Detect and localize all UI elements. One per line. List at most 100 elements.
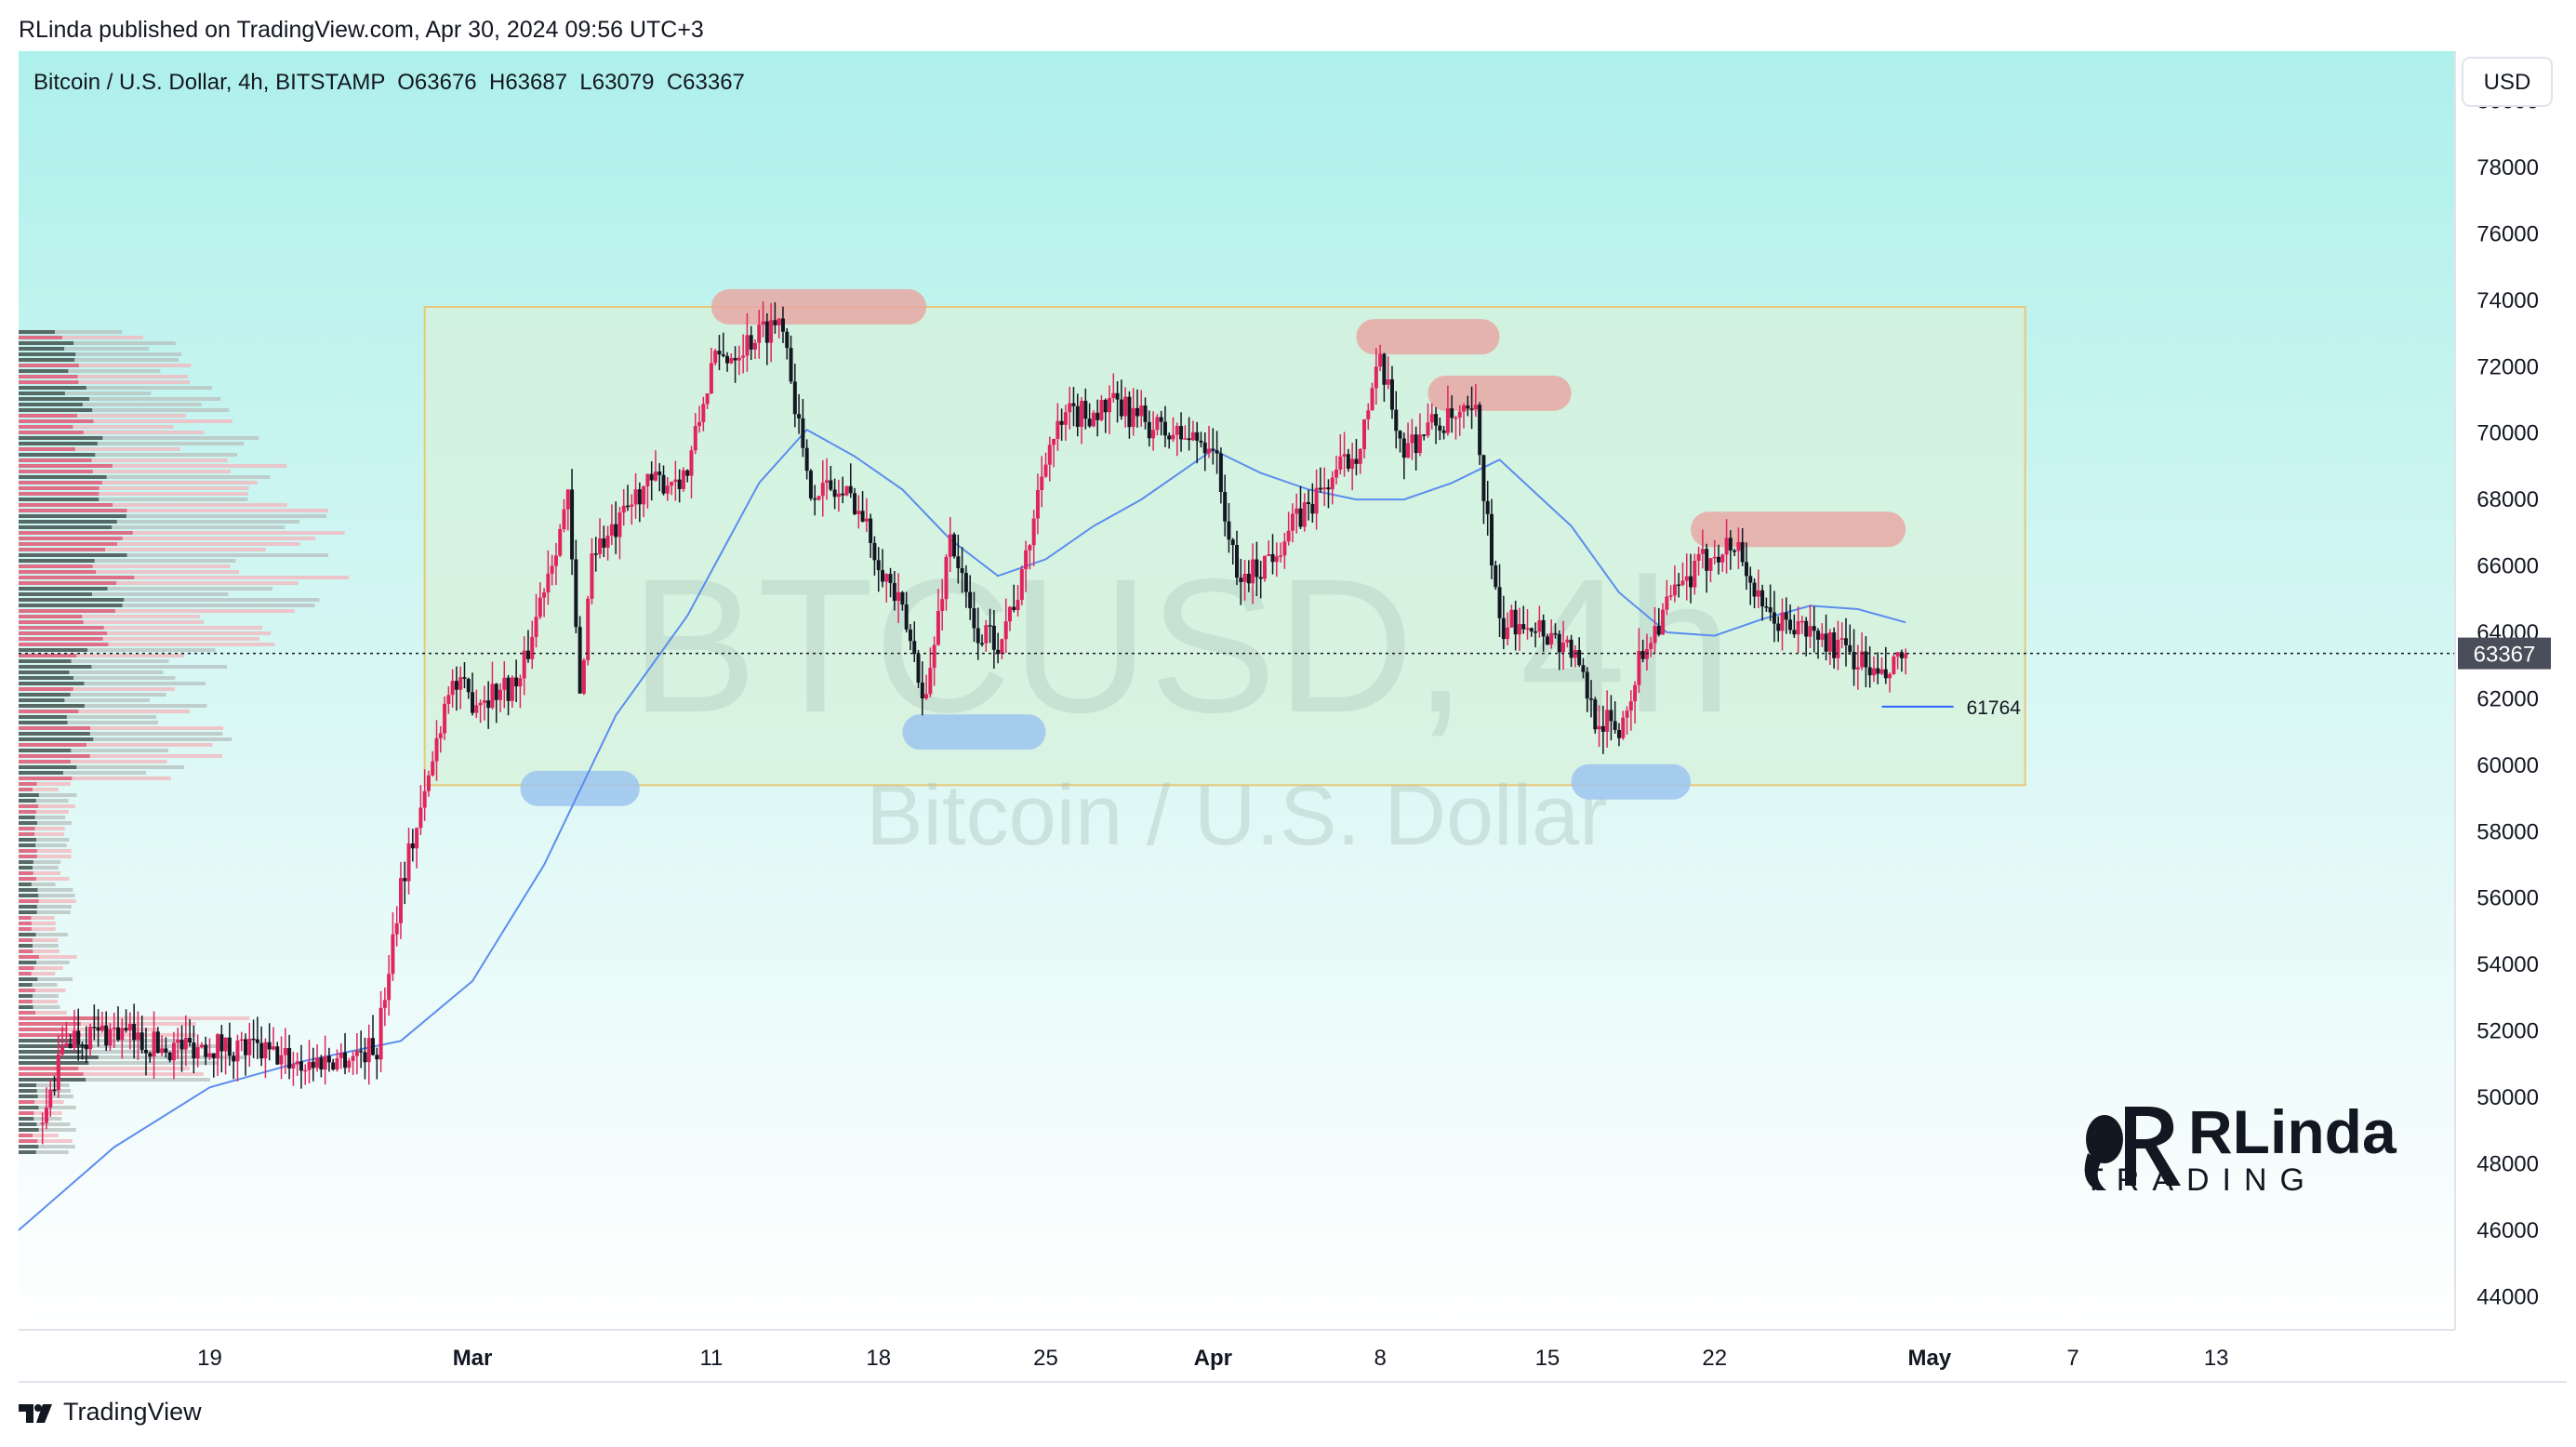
candle-body [271,1046,275,1050]
current-price-tag [2458,637,2551,670]
volume-profile-bar-core [19,1039,75,1042]
candle-body [1848,644,1852,652]
volume-profile-bar-core [19,788,33,791]
candle-body [896,591,901,602]
candle-body [462,677,467,680]
candle-body [120,1028,125,1041]
candle-body [960,567,964,574]
candle-body [410,843,415,849]
volume-profile-bar-core [19,336,62,339]
x-tick-label: 15 [1535,1346,1560,1371]
candle-body [1871,668,1876,676]
volume-profile-bar [19,425,174,429]
volume-profile-bar-core [19,604,123,607]
candle-body [279,1055,284,1065]
candle-body [1672,584,1677,596]
volume-profile-bar-core [19,609,115,613]
volume-profile-bar [19,855,72,858]
volume-profile-bar [19,341,176,345]
candle-body [1162,421,1167,436]
y-tick-label: 66000 [2476,554,2539,579]
candle-body [1190,431,1195,441]
candle-body [1764,606,1769,608]
support-zone [902,714,1046,750]
candle-body [1895,652,1900,657]
y-axis[interactable]: 8000078000760007400072000700006800066000… [2454,51,2551,1330]
candle-body [1653,626,1657,644]
candle-body [757,325,762,343]
candle-body [1270,553,1275,563]
volume-profile-bar-core [19,520,117,524]
volume-profile-bar [19,732,223,736]
candle-body [904,604,909,630]
candle-body [160,1048,165,1054]
candle-body [183,1037,188,1050]
volume-profile-bar [19,436,259,440]
candle-body [984,625,989,644]
candle-body [872,542,877,561]
marked-level: 61764 [1881,697,2021,719]
candle-body [148,1053,153,1057]
candle-body [263,1042,268,1059]
volume-profile-bar [19,347,150,351]
candle-body [216,1034,220,1058]
volume-profile-bar [19,397,221,401]
candle-body [1262,555,1267,579]
candle-body [1187,438,1191,441]
volume-profile-bar-core [19,1050,82,1054]
volume-profile-bar-core [19,710,79,713]
y-tick-label: 46000 [2476,1218,2539,1243]
tradingview-brand[interactable]: TradingView [19,1398,202,1427]
candle-body [116,1027,121,1041]
candle-body [1796,621,1800,635]
candle-body [1246,573,1251,584]
volume-profile-bar-core [19,542,117,546]
candle-body [1462,405,1467,412]
currency-button[interactable]: USD [2462,57,2553,107]
x-axis[interactable]: 19 Mar 11 18 25 Apr 8 15 22 May 7 13 [19,1329,2567,1383]
volume-profile-bar [19,492,248,496]
volume-profile-bar-core [19,698,65,702]
candle-body [176,1039,180,1043]
candle-body [1597,725,1601,730]
candle-body [908,629,912,642]
candle-body [1605,710,1610,732]
candle-body [801,418,805,448]
volume-profile-bar-core [19,1016,100,1020]
logo-mark-icon [2084,1107,2181,1190]
candle-body [275,1046,280,1065]
volume-profile-bar [19,1139,73,1143]
candle-body [900,591,905,605]
volume-profile-bar [19,654,185,657]
candle-body [769,320,774,343]
candle-body [155,1031,160,1054]
volume-profile-bar [19,659,169,663]
candle-body [729,357,734,364]
volume-profile-bar [19,827,65,830]
candle-body [1052,439,1056,445]
candle-body [1860,651,1865,668]
candle-body [963,573,968,592]
candle-body [1633,684,1638,702]
y-tick-label: 74000 [2476,288,2539,313]
volume-profile-bar-core [19,827,35,830]
candle-body [494,684,498,700]
volume-profile-bar [19,386,213,390]
current-price-label: 63367 [2474,643,2536,668]
candle-body [1748,576,1753,583]
volume-profile-bar-core [19,737,94,741]
candle-body [1047,445,1052,465]
candle-body [1585,671,1589,699]
support-zone [1571,763,1692,800]
candle-body [1637,650,1641,685]
candle-body [1485,500,1490,514]
x-tick-label: Apr [1194,1346,1232,1371]
volume-profile-bar [19,453,238,457]
volume-profile-bar-core [19,486,100,490]
candle-body [642,485,646,505]
candle-body [359,1050,364,1053]
candle-body [323,1055,327,1070]
y-tick-label: 60000 [2476,753,2539,778]
volume-profile-bar-core [19,888,38,892]
